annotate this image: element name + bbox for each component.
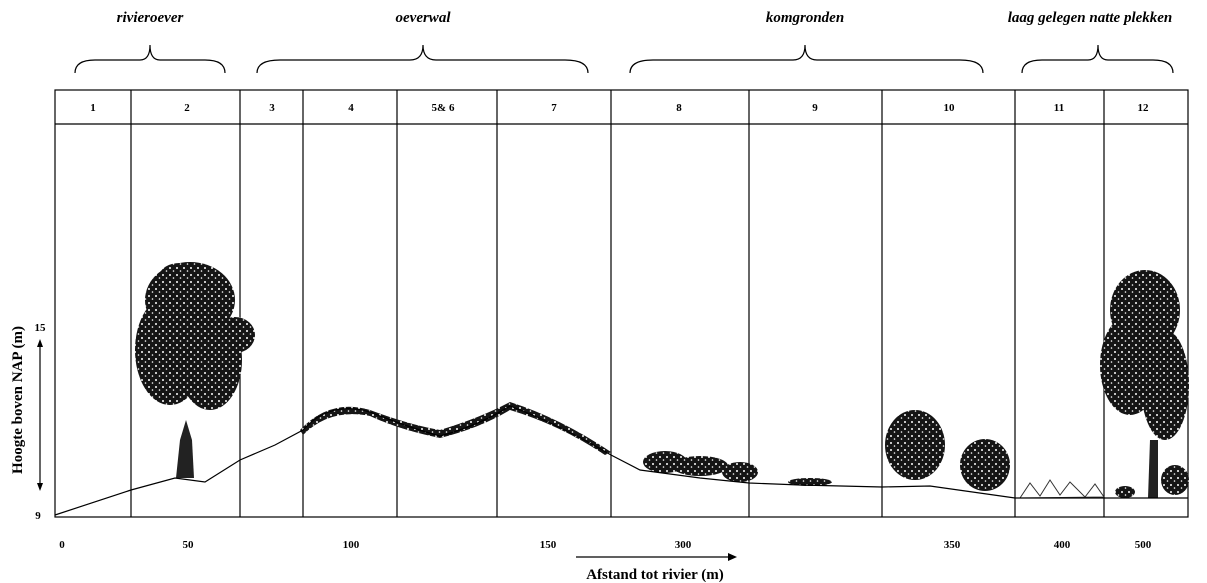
- vegetation: [135, 262, 1189, 499]
- zone-label: 12: [1138, 102, 1150, 114]
- group-label: rivieroever: [117, 10, 184, 26]
- zone-label: 5& 6: [432, 102, 455, 114]
- zone-label: 7: [551, 102, 557, 114]
- terrain-profile: [54, 405, 1188, 516]
- x-tick-label: 400: [1054, 539, 1071, 551]
- zone-label: 8: [676, 102, 682, 114]
- x-tick-label: 300: [675, 539, 692, 551]
- zone-label: 4: [348, 102, 354, 114]
- group-label: komgronden: [766, 10, 844, 26]
- braces: [74, 44, 1174, 74]
- zone-label: 1: [90, 102, 96, 114]
- x-axis-title: Afstand tot rivier (m): [586, 567, 724, 583]
- y-axis-title: Hoogte boven NAP (m): [10, 326, 26, 474]
- zone-label: 11: [1054, 102, 1064, 114]
- zone-label: 10: [944, 102, 956, 114]
- y-tick-label: 9: [35, 510, 41, 522]
- zone-label: 2: [184, 102, 190, 114]
- zone-label: 3: [269, 102, 275, 114]
- x-tick-label: 350: [944, 539, 961, 551]
- x-tick-label: 50: [183, 539, 195, 551]
- y-arrow: [37, 339, 43, 491]
- x-tick-label: 150: [540, 539, 557, 551]
- x-tick-label: 100: [343, 539, 360, 551]
- x-tick-label: 0: [59, 539, 65, 551]
- zone-label: 9: [812, 102, 818, 114]
- x-arrow: [576, 553, 737, 561]
- group-label: oeverwal: [396, 10, 452, 26]
- y-tick-label: 15: [35, 322, 47, 334]
- group-label: laag gelegen natte plekken: [1008, 10, 1173, 26]
- x-tick-label: 500: [1135, 539, 1152, 551]
- zone-grid: [54, 89, 1189, 518]
